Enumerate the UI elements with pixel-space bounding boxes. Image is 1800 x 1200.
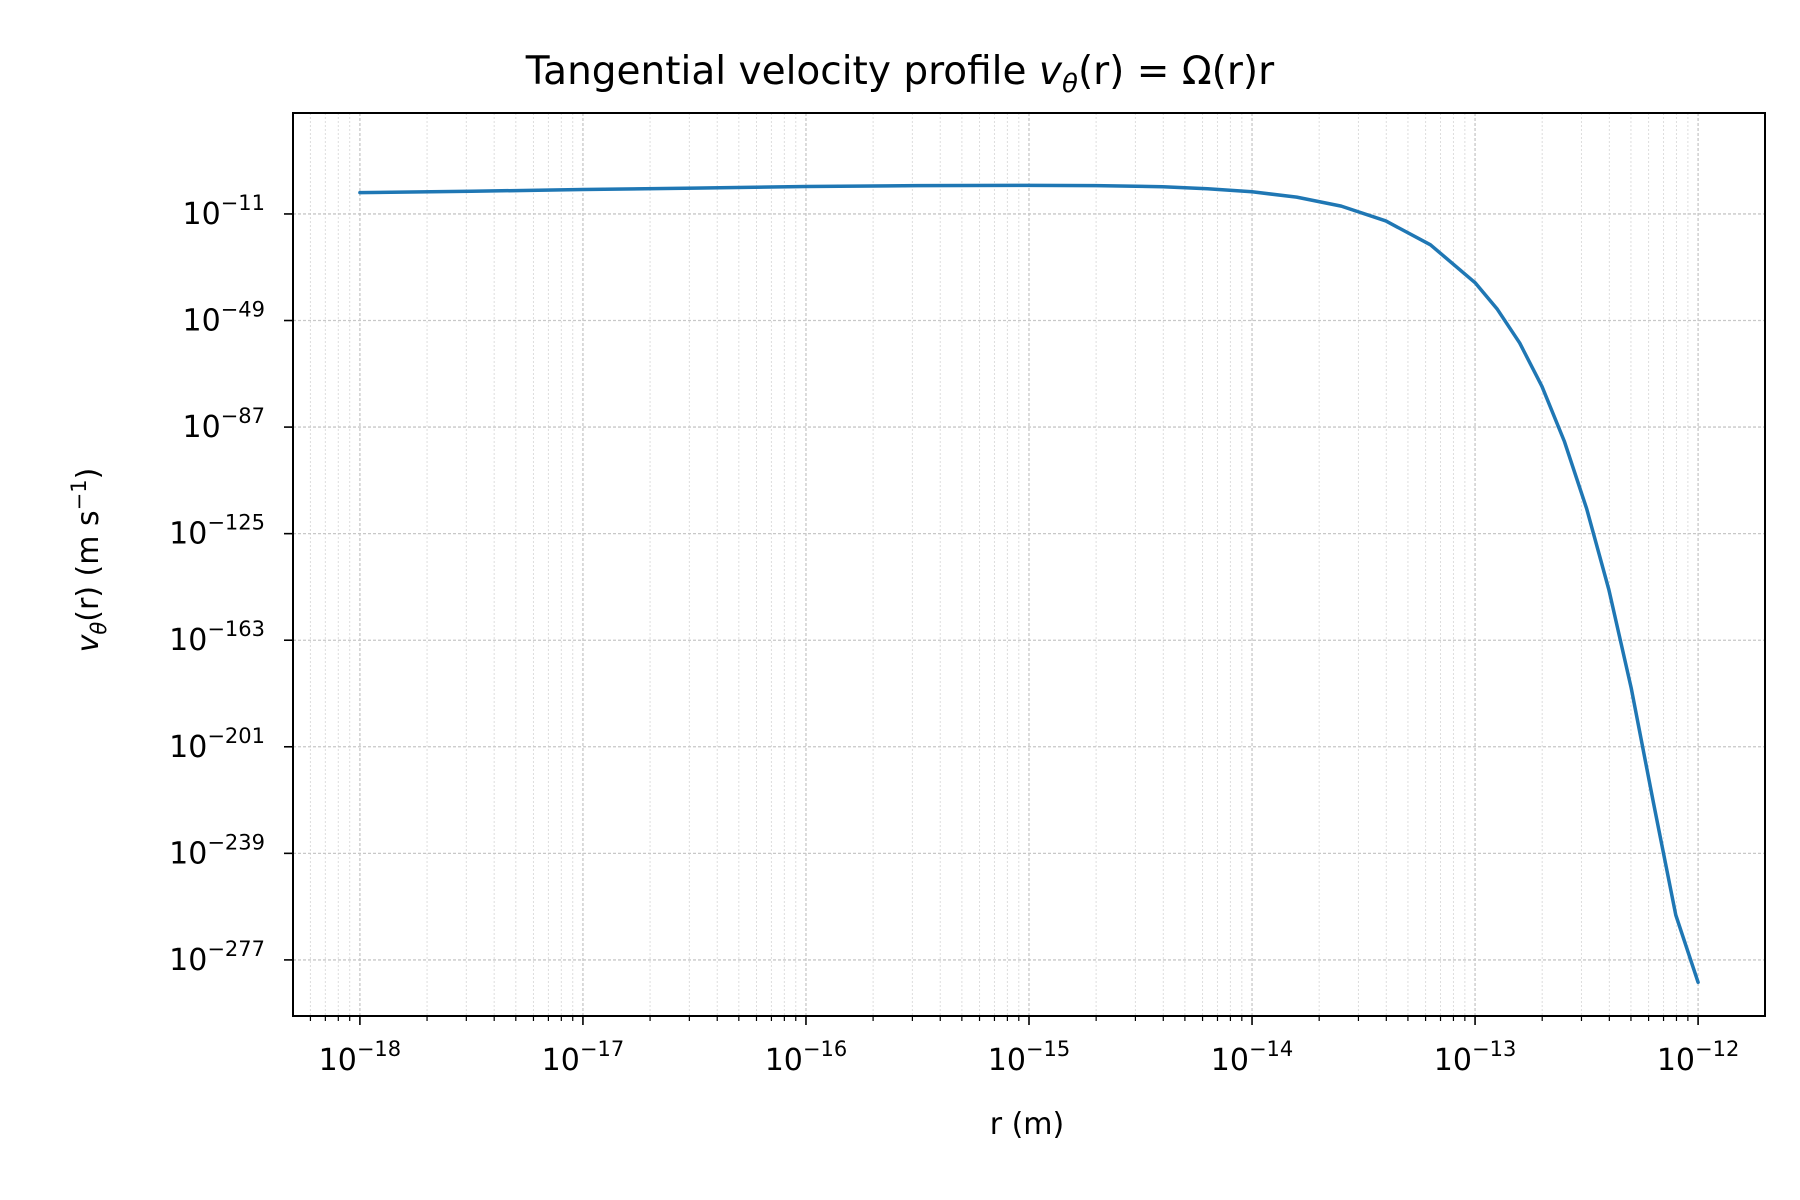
x-tick-label: 10−12 [1657, 1037, 1740, 1078]
y-tick-label: 10−87 [182, 404, 265, 445]
x-tick-label: 10−15 [988, 1037, 1071, 1078]
x-tick-label: 10−18 [319, 1037, 402, 1078]
y-axis-title-v: v [71, 633, 106, 652]
x-tick-label: 10−16 [765, 1037, 848, 1078]
chart-title-rest: (r) = Ω(r)r [1078, 49, 1275, 94]
y-tick-label: 10−277 [169, 937, 265, 978]
x-axis: 10−18 10−17 10−16 10−15 10−14 10−13 10−12 [309, 1016, 1740, 1078]
y-axis-title-sub: θ [87, 622, 111, 635]
y-tick-label: 10−49 [182, 298, 265, 339]
x-tick-label: 10−14 [1211, 1037, 1294, 1078]
y-axis-title-sup: −1 [67, 479, 91, 510]
series-layer [358, 183, 1700, 985]
x-tick-label: 10−13 [1434, 1037, 1517, 1078]
y-tick-label: 10−239 [169, 830, 265, 871]
x-tick-label: 10−17 [542, 1037, 625, 1078]
y-axis: 10−11 10−49 10−87 10−125 10−163 10−201 10−239 1… [169, 191, 293, 978]
chart-title-v: v [1039, 49, 1063, 94]
x-axis-title: r (m) [990, 1107, 1065, 1142]
series-line [358, 183, 1700, 985]
chart-title: Tangential velocity profile vθ(r) = Ω(r)… [525, 49, 1275, 99]
chart-title-prefix: Tangential velocity profile [525, 49, 1039, 94]
y-tick-label: 10−163 [169, 617, 265, 658]
y-tick-label: 10−11 [182, 191, 265, 232]
y-axis-title-mid: (r) (m s [71, 510, 106, 621]
y-tick-label: 10−201 [169, 724, 265, 765]
y-axis-title: vθ(r) (m s−1) [67, 468, 111, 653]
y-axis-title-end: ) [71, 468, 106, 480]
chart-title-sub: θ [1062, 69, 1078, 99]
y-tick-label: 10−125 [169, 511, 265, 552]
grid [293, 113, 1765, 1016]
